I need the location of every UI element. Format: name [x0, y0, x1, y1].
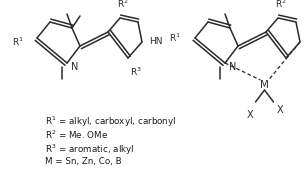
- Text: N: N: [229, 62, 237, 72]
- Text: R$^2$: R$^2$: [275, 0, 287, 10]
- Text: N: N: [71, 62, 79, 72]
- Text: X: X: [277, 105, 284, 115]
- Text: M: M: [260, 80, 269, 90]
- Text: R$^2$ = Me. OMe: R$^2$ = Me. OMe: [45, 129, 108, 141]
- Text: R$^3$ = aromatic, alkyl: R$^3$ = aromatic, alkyl: [45, 143, 134, 157]
- Text: M = Sn, Zn, Co, B: M = Sn, Zn, Co, B: [45, 157, 121, 166]
- Text: X: X: [247, 110, 254, 120]
- Text: HN: HN: [149, 37, 163, 46]
- Text: R$^1$: R$^1$: [12, 36, 24, 48]
- Text: R$^3$: R$^3$: [130, 66, 142, 78]
- Text: R$^1$: R$^1$: [169, 32, 181, 44]
- Text: R$^1$ = alkyl, carboxyl, carbonyl: R$^1$ = alkyl, carboxyl, carbonyl: [45, 115, 176, 129]
- Text: R$^2$: R$^2$: [117, 0, 129, 10]
- Text: N: N: [305, 39, 306, 49]
